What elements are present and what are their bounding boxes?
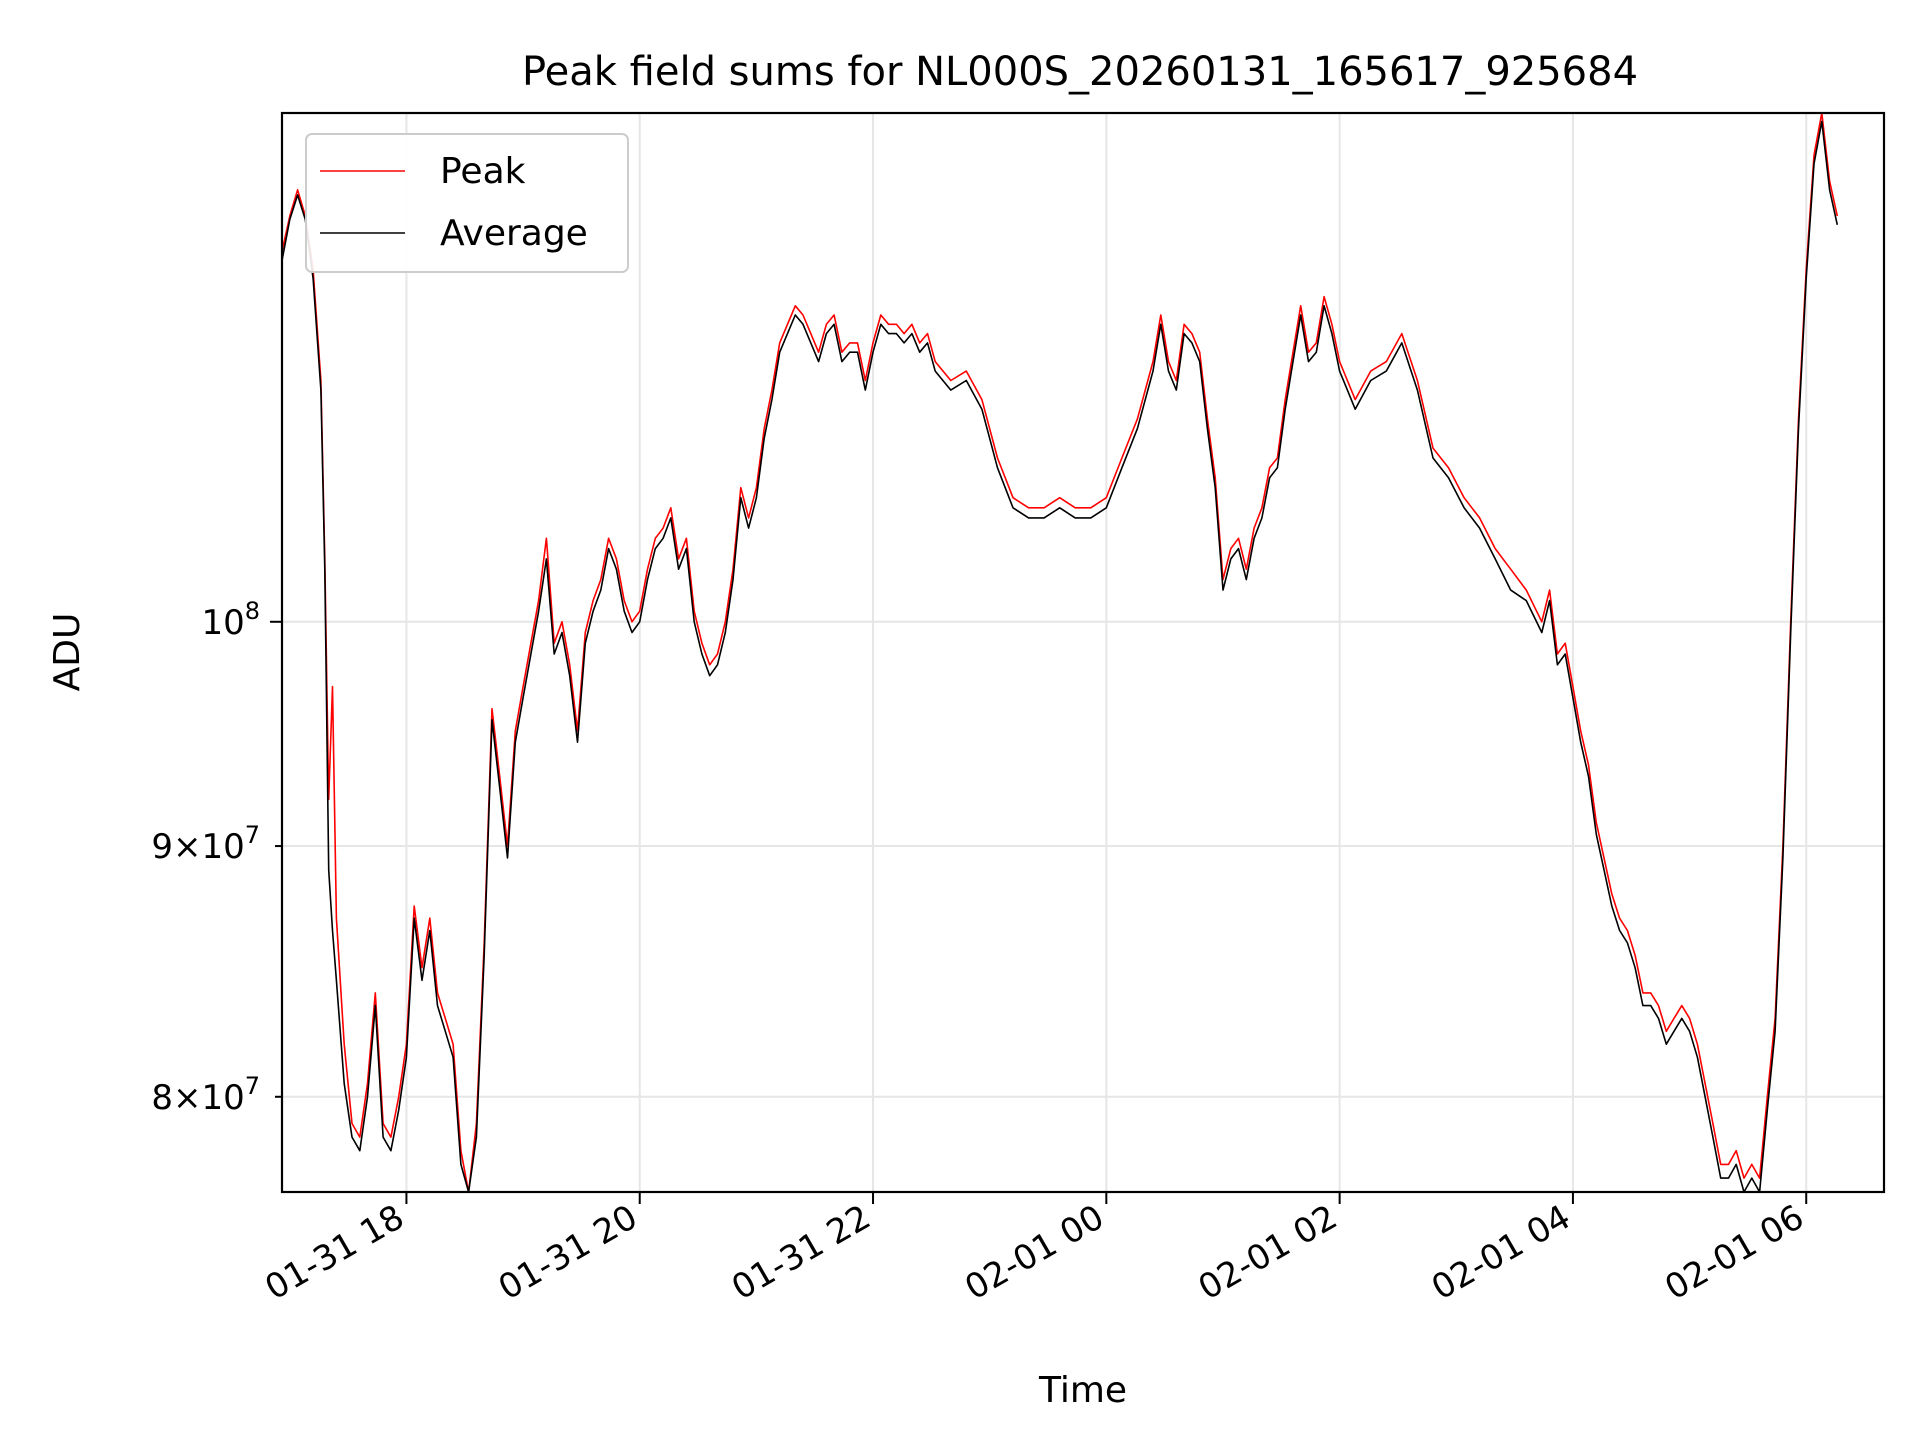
y-axis-label: ADU [47, 613, 88, 692]
y-tick-times: × [173, 827, 202, 867]
y-tick-exponent: 8 [245, 597, 260, 625]
series-line-peak [281, 112, 1839, 1193]
y-tick-times: × [173, 1078, 202, 1118]
y-tick-base: 10 [201, 603, 244, 643]
y-tick-base: 10 [201, 1078, 244, 1118]
y-tick-mantissa: 9 [151, 827, 173, 867]
legend-label-average: Average [440, 213, 588, 254]
x-axis-label: Time [1038, 1370, 1127, 1411]
plot-series [281, 112, 1839, 1193]
y-tick-base: 10 [201, 827, 244, 867]
legend: Peak Average [305, 133, 629, 273]
series-line-average [281, 120, 1839, 1193]
y-tick-label: 8×107 [151, 1072, 260, 1118]
y-tick-mantissa: 8 [151, 1078, 173, 1118]
plot-frame [280, 111, 1886, 1194]
chart-title: Peak field sums for NL000S_20260131_1656… [522, 49, 1638, 95]
legend-box [305, 133, 629, 273]
legend-label-peak: Peak [440, 151, 526, 192]
y-tick-label: 108 [201, 597, 260, 643]
y-tick-exponent: 7 [245, 821, 260, 849]
y-tick-exponent: 7 [245, 1072, 260, 1100]
y-tick-label: 9×107 [151, 821, 260, 867]
